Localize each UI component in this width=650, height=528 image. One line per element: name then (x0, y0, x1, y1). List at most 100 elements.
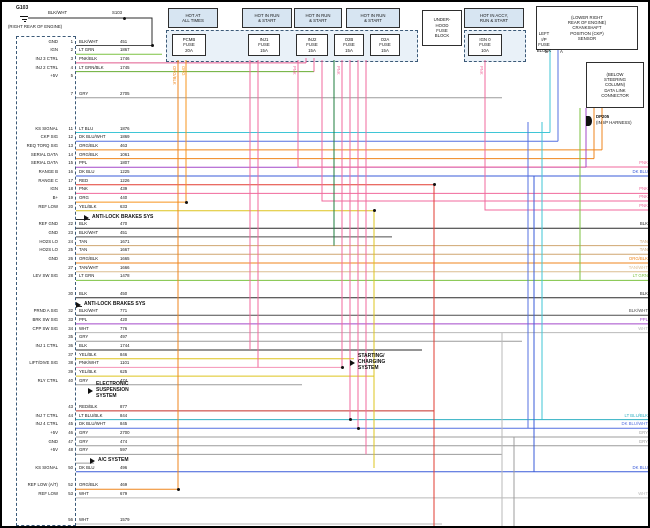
pin-number: 14 (68, 151, 73, 157)
pin-label: +5V (50, 447, 58, 453)
right-wire-label: WHT (638, 325, 648, 331)
pin-label: PRND A SIG (33, 308, 58, 314)
pin-number: 3 (70, 55, 73, 61)
system-callout: STARTING/CHARGING SYSTEM (358, 353, 386, 371)
pin-number: 7 (70, 90, 73, 96)
wire-code: TAN (79, 238, 88, 244)
wire-code: RED (79, 177, 89, 183)
circuit-number: 1225 (120, 169, 130, 174)
power-feed-header-4-text: HOT IN ACCY, (479, 12, 509, 18)
pin-number: 50 (68, 464, 73, 470)
pin-label: LEV SW SIG (33, 273, 58, 279)
ground-symbol-icon (22, 18, 27, 20)
pin-label: B+ (52, 195, 58, 201)
pin-label: BRK SW SIG (32, 316, 58, 322)
right-wire-label: PNK (639, 186, 648, 192)
power-feed-header-1-text: & START (258, 18, 276, 23)
pin-label: IGN (50, 47, 58, 53)
circuit-number: 597 (120, 447, 128, 453)
fuse-0: PCMB FUSE 20A (172, 34, 206, 56)
pin-number: 27 (68, 264, 73, 270)
pin-number: 11 (68, 125, 73, 131)
pin-label: INJ 3 CTRL (35, 55, 58, 61)
wire-code: BLK (79, 343, 88, 348)
circuit-number: 497 (120, 334, 128, 340)
wire-code: YEL/BLK (79, 369, 97, 375)
power-feed-header-2-text: & START (309, 18, 327, 23)
power-feed-header-3: HOT IN RUN & START (346, 8, 400, 28)
splice-dot (432, 183, 436, 187)
pin-label: REF LOW (38, 490, 58, 496)
right-wire-label: PNK (639, 194, 648, 199)
wire-code: GRY (79, 438, 89, 444)
pin-number: 1 (70, 38, 73, 44)
splice-dot (184, 200, 188, 204)
wire-code: ORG/BLK (79, 151, 99, 157)
circuit-number: 1666 (120, 264, 130, 270)
circuit-number: 1478 (120, 273, 130, 279)
wire-code: DK BLU (79, 169, 95, 174)
data-link-connector-box-text: CONNECTOR (601, 93, 629, 99)
wire-code: RED/BLK (79, 403, 98, 409)
power-feed-header-1-text: HOT IN RUN (254, 12, 280, 18)
ckp-sensor-box-text: REAR OF ENGINE) (567, 19, 607, 25)
wire-code: TAN (79, 247, 88, 253)
right-wire-label: PNK (639, 203, 648, 208)
ground-symbol-icon (20, 16, 28, 17)
splice-dot (356, 426, 360, 430)
left-ip-fuse-block-label: I/P (541, 36, 547, 42)
circuit-number: 440 (120, 195, 128, 201)
splice-dot (348, 418, 352, 422)
fuse-5-text: IGN 0 (479, 36, 491, 42)
right-wire-label: TAN (639, 238, 648, 244)
system-callout-text: ANTI-LOCK BRAKES SYS (92, 214, 154, 220)
fuse-2-text: 15A (308, 47, 316, 53)
power-feed-header-3-text: & START (364, 18, 382, 23)
system-callout-text: CHARGING (358, 358, 386, 365)
pin-number: 44 (68, 412, 73, 418)
circuit-number: 420 (120, 316, 128, 322)
wire-code: LT GRN/BLK (79, 64, 104, 70)
power-feed-header-0-text: ALL TIMES (182, 18, 204, 23)
pin-number: 36 (68, 343, 73, 348)
system-callout-text: SYSTEM (96, 392, 117, 399)
circuit-number: 1665 (120, 256, 130, 261)
wire-code: ORG/BLK (79, 256, 99, 261)
connector-pin-letter: A (560, 49, 563, 54)
wire-code: WHT (79, 517, 89, 522)
underhood-fuse-block-label-text: HOOD (435, 22, 449, 28)
pin-number: 18 (68, 186, 73, 192)
left-ip-fuse-block-label: BLOCK (536, 47, 552, 53)
data-link-connector-box: (BELOW STEERING COLUMN) DATA LINK CONNECTOR (586, 62, 644, 108)
ground-wire-label: BLK/WHT (48, 10, 68, 15)
system-callout: ANTI-LOCK BRAKES SYS (84, 301, 145, 308)
fuse-1-text: 15A (260, 47, 268, 53)
right-wire-label: BLK (639, 221, 648, 227)
ground-id: G103 (16, 5, 29, 11)
pin-label: CKP SIG (40, 134, 58, 140)
circuit-number: 846 (120, 351, 128, 357)
circuit-number: 439 (120, 186, 128, 192)
fuse-0-text: PCMB (182, 36, 196, 42)
wire-color-label: PNK (292, 66, 297, 75)
wire-code: ORG (79, 195, 89, 201)
system-callout: ANTI-LOCK BRAKES SYS (92, 214, 154, 221)
circuit-number: 2700 (120, 430, 130, 435)
right-wire-label: GRY (638, 438, 648, 444)
pin-number: 28 (68, 273, 73, 279)
right-wire-label: LT BLU/BLK (624, 412, 649, 418)
pin-label: GND (48, 229, 58, 235)
wire-code: WHT (79, 325, 89, 331)
pin-number: 30 (68, 290, 73, 296)
pin-number: 26 (68, 256, 73, 261)
wire-code: BLK (79, 290, 88, 296)
ground-location: (RIGHT REAR OF ENGINE) (8, 24, 63, 29)
circuit-number: 1869 (120, 134, 130, 140)
power-feed-header-4: HOT IN ACCY, RUN & START (464, 8, 524, 28)
wire-code: PPL (79, 160, 88, 166)
splice-dot (150, 44, 154, 47)
pin-number: 40 (68, 377, 73, 383)
pin-label: +5V (50, 430, 58, 435)
splice-dot (372, 209, 376, 213)
pin-label: RANGE C (38, 177, 58, 183)
